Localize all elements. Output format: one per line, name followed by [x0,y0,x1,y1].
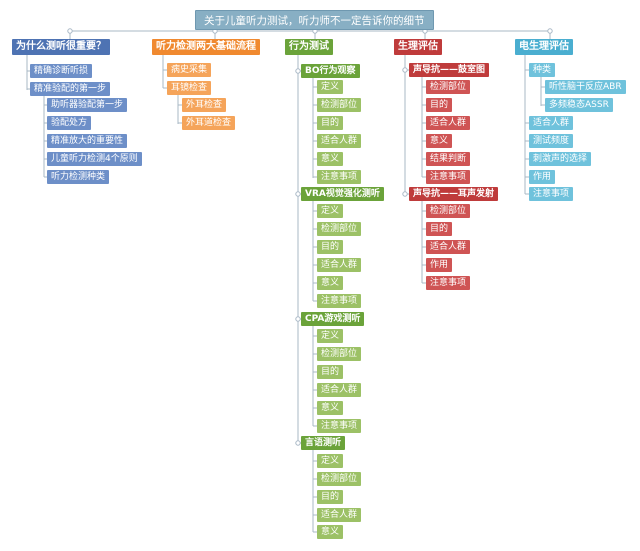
bo-item[interactable]: 目的 [317,116,344,130]
node-test-types[interactable]: 听力检测种类 [47,170,110,184]
oae-item[interactable]: 检测部位 [426,204,471,218]
node-medical-history[interactable]: 病史采集 [167,63,212,77]
node-precise-amplification[interactable]: 精准放大的重要性 [47,134,128,148]
branch-physiological-assessment[interactable]: 生理评估 [394,39,442,55]
cpa-item[interactable]: 定义 [317,329,344,343]
bo-item[interactable]: 注意事项 [317,170,362,184]
vra-item[interactable]: 适合人群 [317,258,362,272]
vra-item[interactable]: 检测部位 [317,222,362,236]
oae-item[interactable]: 适合人群 [426,240,471,254]
oae-item[interactable]: 作用 [426,258,453,272]
node-precise-diagnosis[interactable]: 精确诊断听损 [30,64,93,78]
cpa-item[interactable]: 适合人群 [317,383,362,397]
bo-item[interactable]: 定义 [317,80,344,94]
tymp-item[interactable]: 结果判断 [426,152,471,166]
branch-why-hearing-test[interactable]: 为什么测听很重要？ [12,39,110,55]
node-first-step-fitting[interactable]: 精准验配的第一步 [30,82,111,96]
tymp-item[interactable]: 意义 [426,134,453,148]
branch-behavioral-tests[interactable]: 行为测试 [285,39,333,55]
tymp-item[interactable]: 适合人群 [426,116,471,130]
node-four-principles[interactable]: 儿童听力检测4个原则 [47,152,142,166]
speech-item[interactable]: 意义 [317,525,344,539]
node-otoscopy[interactable]: 耳镜检查 [167,81,212,95]
vra-item[interactable]: 定义 [317,204,344,218]
ep-item[interactable]: 刺激声的选择 [529,152,592,166]
vra-item[interactable]: 注意事项 [317,294,362,308]
vra-item[interactable]: 目的 [317,240,344,254]
group-vra[interactable]: VRA视觉强化测听 [301,187,384,201]
speech-item[interactable]: 检测部位 [317,472,362,486]
tymp-item[interactable]: 注意事项 [426,170,471,184]
branch-two-basic-procedures[interactable]: 听力检测两大基础流程 [152,39,260,55]
ep-item[interactable]: 注意事项 [529,187,574,201]
node-abr[interactable]: 听性脑干反应ABR [545,80,626,94]
branch-electrophysiology[interactable]: 电生理评估 [515,39,573,55]
root-topic[interactable]: 关于儿童听力测试，听力师不一定告诉你的细节 [195,10,434,30]
cpa-item[interactable]: 目的 [317,365,344,379]
tymp-item[interactable]: 检测部位 [426,80,471,94]
group-otoacoustic-emission[interactable]: 声导抗——耳声发射 [409,187,499,201]
vra-item[interactable]: 意义 [317,276,344,290]
cpa-item[interactable]: 检测部位 [317,347,362,361]
cpa-item[interactable]: 注意事项 [317,419,362,433]
tymp-item[interactable]: 目的 [426,98,453,112]
speech-item[interactable]: 目的 [317,490,344,504]
node-kinds[interactable]: 种类 [529,63,556,77]
oae-item[interactable]: 注意事项 [426,276,471,290]
group-bo-observation[interactable]: BO行为观察 [301,64,360,78]
ep-item[interactable]: 作用 [529,170,556,184]
cpa-item[interactable]: 意义 [317,401,344,415]
speech-item[interactable]: 定义 [317,454,344,468]
node-fitting-prescription[interactable]: 验配处方 [47,116,92,130]
bo-item[interactable]: 意义 [317,152,344,166]
node-outer-ear-exam[interactable]: 外耳检查 [182,98,227,112]
group-cpa[interactable]: CPA游戏测听 [301,312,365,326]
speech-item[interactable]: 适合人群 [317,508,362,522]
oae-item[interactable]: 目的 [426,222,453,236]
group-tympanometry[interactable]: 声导抗——鼓室图 [409,63,490,77]
group-speech-audiometry[interactable]: 言语测听 [301,436,346,450]
ep-item[interactable]: 测试频度 [529,134,574,148]
node-assr[interactable]: 多频稳态ASSR [545,98,613,112]
bo-item[interactable]: 适合人群 [317,134,362,148]
bo-item[interactable]: 检测部位 [317,98,362,112]
node-ear-canal-exam[interactable]: 外耳道检查 [182,116,236,130]
ep-item[interactable]: 适合人群 [529,116,574,130]
node-hearing-aid-first-step[interactable]: 助听器验配第一步 [47,98,128,112]
